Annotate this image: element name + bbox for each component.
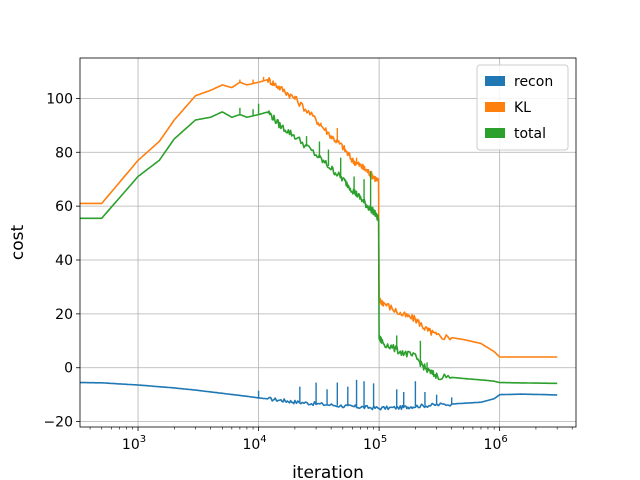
legend-swatch-recon — [485, 76, 505, 86]
y-tick-label: 80 — [55, 145, 73, 161]
legend-label-recon: recon — [514, 74, 553, 90]
y-tick-label: 0 — [64, 361, 73, 377]
y-tick-label: 20 — [55, 307, 73, 323]
legend-swatch-KL — [485, 102, 505, 112]
x-axis-label: iteration — [292, 463, 364, 480]
x-tick-label: 105 — [363, 434, 387, 453]
x-tick-label: 104 — [242, 434, 266, 453]
series-line-recon — [80, 381, 558, 411]
y-tick-label: 60 — [55, 199, 73, 215]
series-line-KL — [80, 77, 558, 358]
legend: recon KL total — [476, 64, 569, 151]
y-axis-ticks: −20 0 20 40 60 80 100 — [43, 91, 80, 431]
plot-series — [80, 76, 558, 411]
x-axis-ticks: 103 104 105 106 — [89, 427, 573, 453]
x-tick-label: 103 — [122, 434, 146, 453]
legend-label-total: total — [514, 126, 546, 142]
series-line-total — [80, 110, 558, 385]
legend-swatch-total — [485, 128, 505, 138]
y-axis-label: cost — [8, 225, 28, 261]
y-tick-label: 40 — [55, 253, 73, 269]
legend-label-KL: KL — [514, 100, 531, 116]
y-tick-label: 100 — [46, 91, 73, 107]
y-tick-label: −20 — [43, 415, 73, 431]
plot-frame — [79, 57, 577, 428]
x-tick-label: 106 — [484, 434, 508, 453]
